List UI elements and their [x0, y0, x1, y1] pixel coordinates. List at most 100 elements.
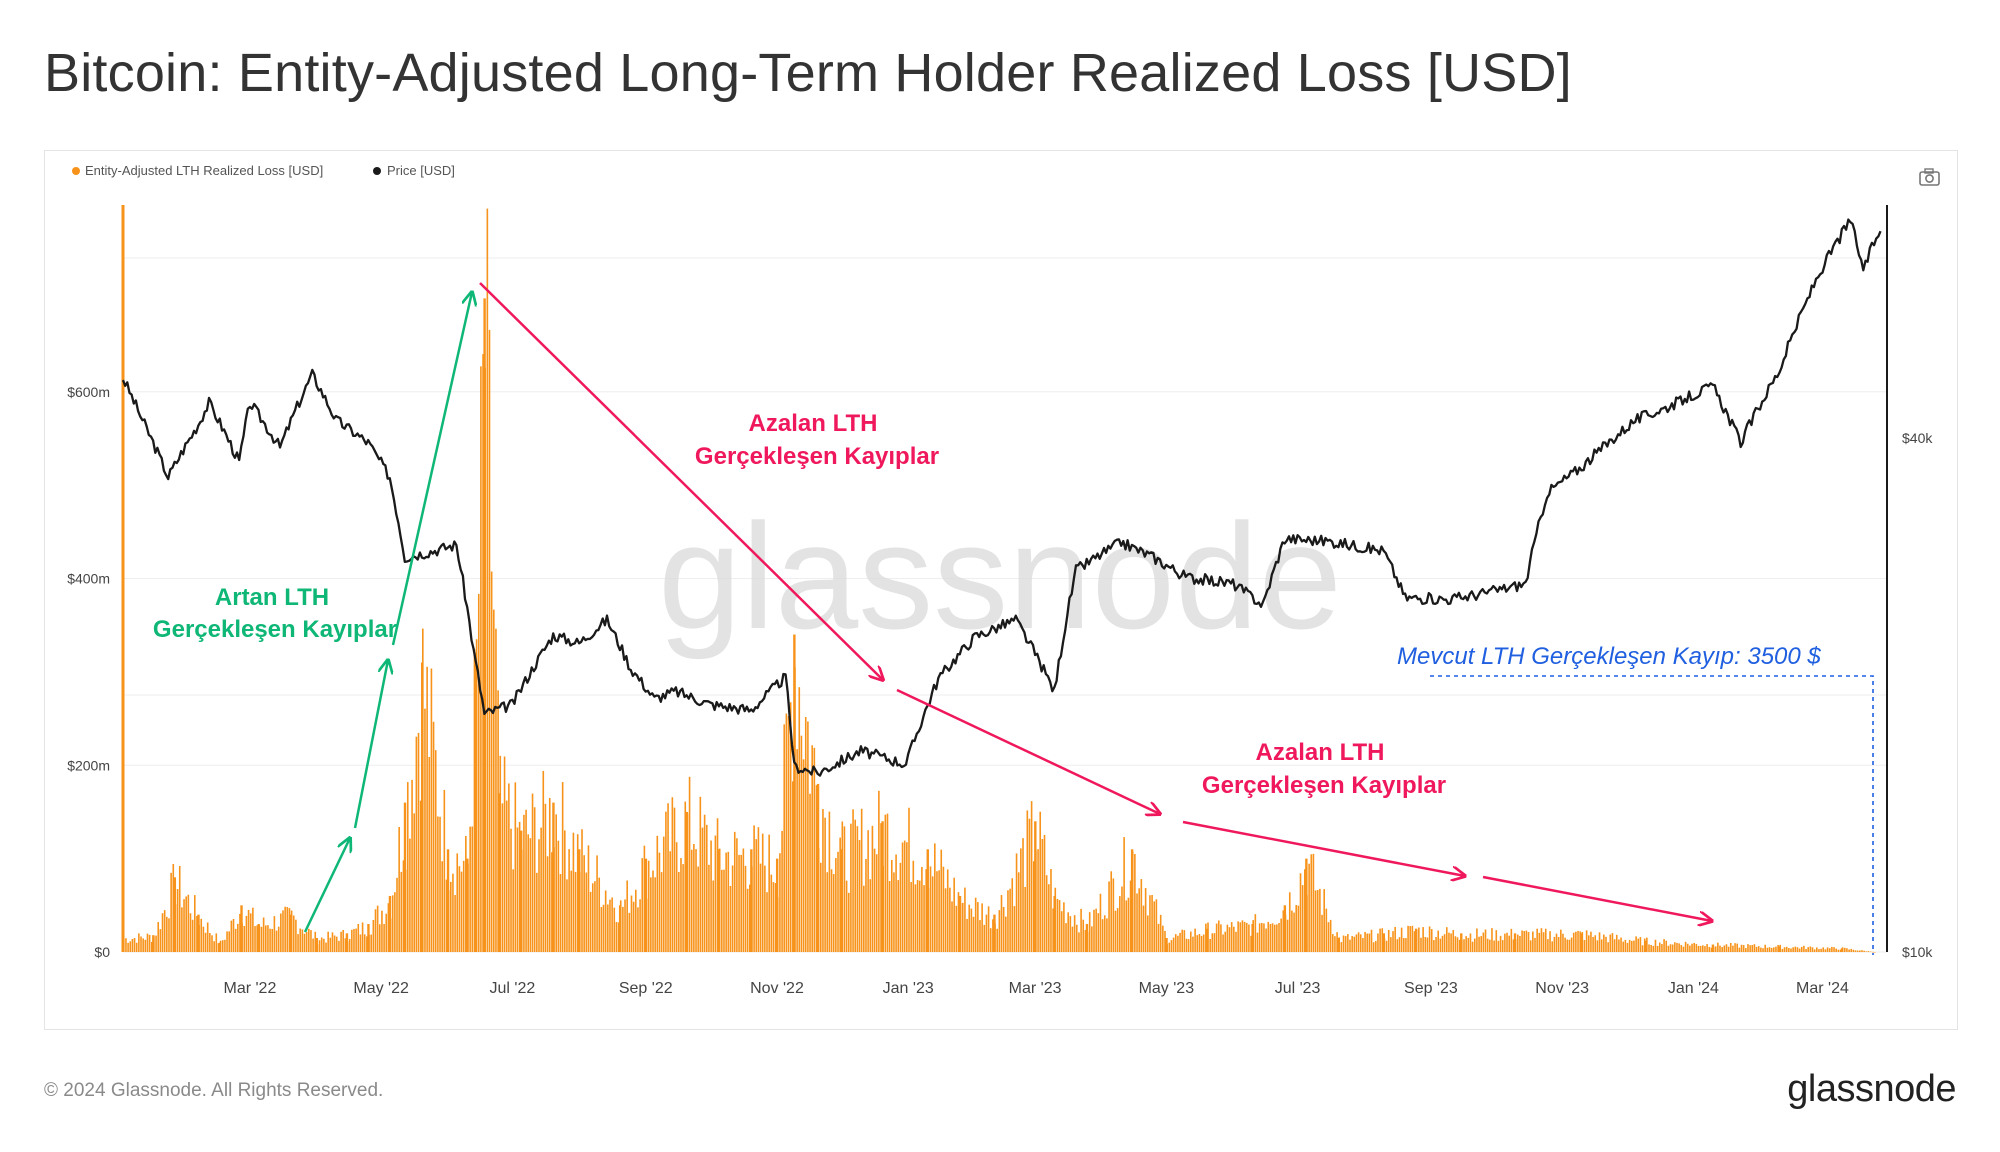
- loss-bar: [589, 891, 592, 952]
- loss-bar: [1476, 928, 1478, 952]
- loss-bar: [1106, 918, 1108, 952]
- loss-bar: [370, 934, 372, 952]
- loss-bar: [245, 915, 248, 952]
- loss-bar: [1323, 889, 1325, 952]
- loss-bar: [314, 931, 317, 952]
- loss-bar: [1794, 946, 1797, 952]
- loss-bar: [1093, 909, 1095, 952]
- loss-bar: [1039, 811, 1042, 952]
- loss-bar: [1639, 937, 1642, 952]
- loss-bar: [630, 895, 633, 952]
- loss-bar: [329, 937, 332, 952]
- loss-bar: [1230, 922, 1233, 952]
- loss-bar: [897, 880, 900, 952]
- loss-bar: [899, 862, 902, 952]
- loss-bar: [1366, 933, 1369, 952]
- loss-bar: [785, 713, 788, 952]
- loss-bar: [1153, 901, 1156, 952]
- loss-bar: [826, 872, 829, 952]
- loss-bar: [1463, 939, 1465, 952]
- loss-bar: [320, 937, 323, 952]
- loss-bar: [1611, 933, 1614, 952]
- legend-label-loss[interactable]: Entity-Adjusted LTH Realized Loss [USD]: [85, 163, 323, 178]
- loss-bar: [426, 666, 428, 952]
- loss-bar: [230, 920, 233, 952]
- loss-bar: [1179, 932, 1181, 952]
- loss-bar: [594, 881, 596, 952]
- loss-bar: [514, 782, 517, 952]
- loss-bar: [1871, 951, 1874, 953]
- loss-bar: [626, 880, 628, 952]
- loss-bar: [200, 918, 203, 952]
- loss-bar-peak: [993, 914, 996, 952]
- loss-bar: [587, 845, 590, 952]
- loss-bar: [505, 800, 508, 952]
- loss-bar: [1486, 938, 1489, 952]
- loss-bar: [1697, 945, 1700, 952]
- loss-bar: [981, 903, 983, 952]
- loss-bar-peak: [1305, 858, 1308, 952]
- loss-bar: [1174, 934, 1177, 952]
- loss-bar: [1213, 933, 1216, 952]
- loss-bar-peak: [1580, 933, 1583, 952]
- loss-bar: [893, 872, 895, 952]
- loss-bar: [1781, 948, 1784, 952]
- loss-bar: [1792, 947, 1794, 952]
- loss-bar-peak: [750, 849, 753, 952]
- camera-icon[interactable]: [1919, 168, 1940, 186]
- loss-bar: [1177, 935, 1179, 952]
- loss-bar: [342, 929, 345, 952]
- loss-bar: [452, 873, 454, 952]
- loss-bar: [1119, 896, 1121, 952]
- loss-bar: [271, 928, 274, 952]
- loss-bar: [1007, 890, 1009, 952]
- loss-bar: [1269, 923, 1272, 952]
- x-tick-label: May '22: [353, 980, 409, 997]
- loss-bar-peak: [345, 933, 349, 952]
- legend-label-price[interactable]: Price [USD]: [387, 163, 455, 178]
- loss-bar: [1441, 935, 1444, 952]
- loss-bar: [146, 933, 149, 952]
- loss-bar: [269, 928, 271, 952]
- loss-bar: [1850, 948, 1853, 952]
- loss-bar: [1024, 886, 1026, 952]
- loss-bar: [1211, 933, 1214, 952]
- loss-bar: [697, 866, 699, 952]
- loss-bar: [716, 818, 719, 952]
- loss-bar: [624, 899, 626, 952]
- loss-bar: [815, 785, 818, 952]
- loss-bar: [1073, 915, 1076, 952]
- loss-bar: [1598, 932, 1601, 952]
- glassnode-logo[interactable]: glassnode: [1787, 1068, 1956, 1110]
- loss-bar: [387, 903, 390, 952]
- loss-bar: [955, 905, 958, 952]
- loss-bar: [1807, 947, 1810, 952]
- loss-bar: [906, 842, 908, 952]
- loss-bar: [1103, 915, 1106, 952]
- loss-bar: [555, 814, 557, 952]
- loss-bar: [1142, 905, 1145, 952]
- loss-bar-peak: [552, 802, 555, 952]
- loss-bar: [1170, 940, 1173, 952]
- loss-bar: [254, 926, 256, 952]
- loss-bar: [1316, 890, 1319, 952]
- loss-bar: [1607, 942, 1609, 952]
- loss-bar: [1129, 880, 1132, 952]
- loss-bar-peak: [1460, 933, 1463, 952]
- loss-bar: [609, 899, 611, 952]
- loss-bar: [1071, 926, 1074, 952]
- loss-bar: [135, 942, 138, 952]
- loss-bar: [1575, 931, 1577, 952]
- loss-bar: [1484, 929, 1487, 952]
- loss-bar: [1772, 947, 1775, 952]
- loss-bar: [856, 826, 859, 952]
- loss-bar: [1041, 838, 1044, 952]
- loss-bar: [1564, 937, 1566, 952]
- loss-bar: [804, 717, 807, 952]
- loss-bar: [1768, 947, 1771, 952]
- loss-bar: [632, 901, 635, 952]
- loss-bar: [1082, 919, 1085, 952]
- loss-bar: [703, 814, 706, 952]
- loss-bar: [1185, 938, 1188, 952]
- loss-bar: [383, 923, 385, 952]
